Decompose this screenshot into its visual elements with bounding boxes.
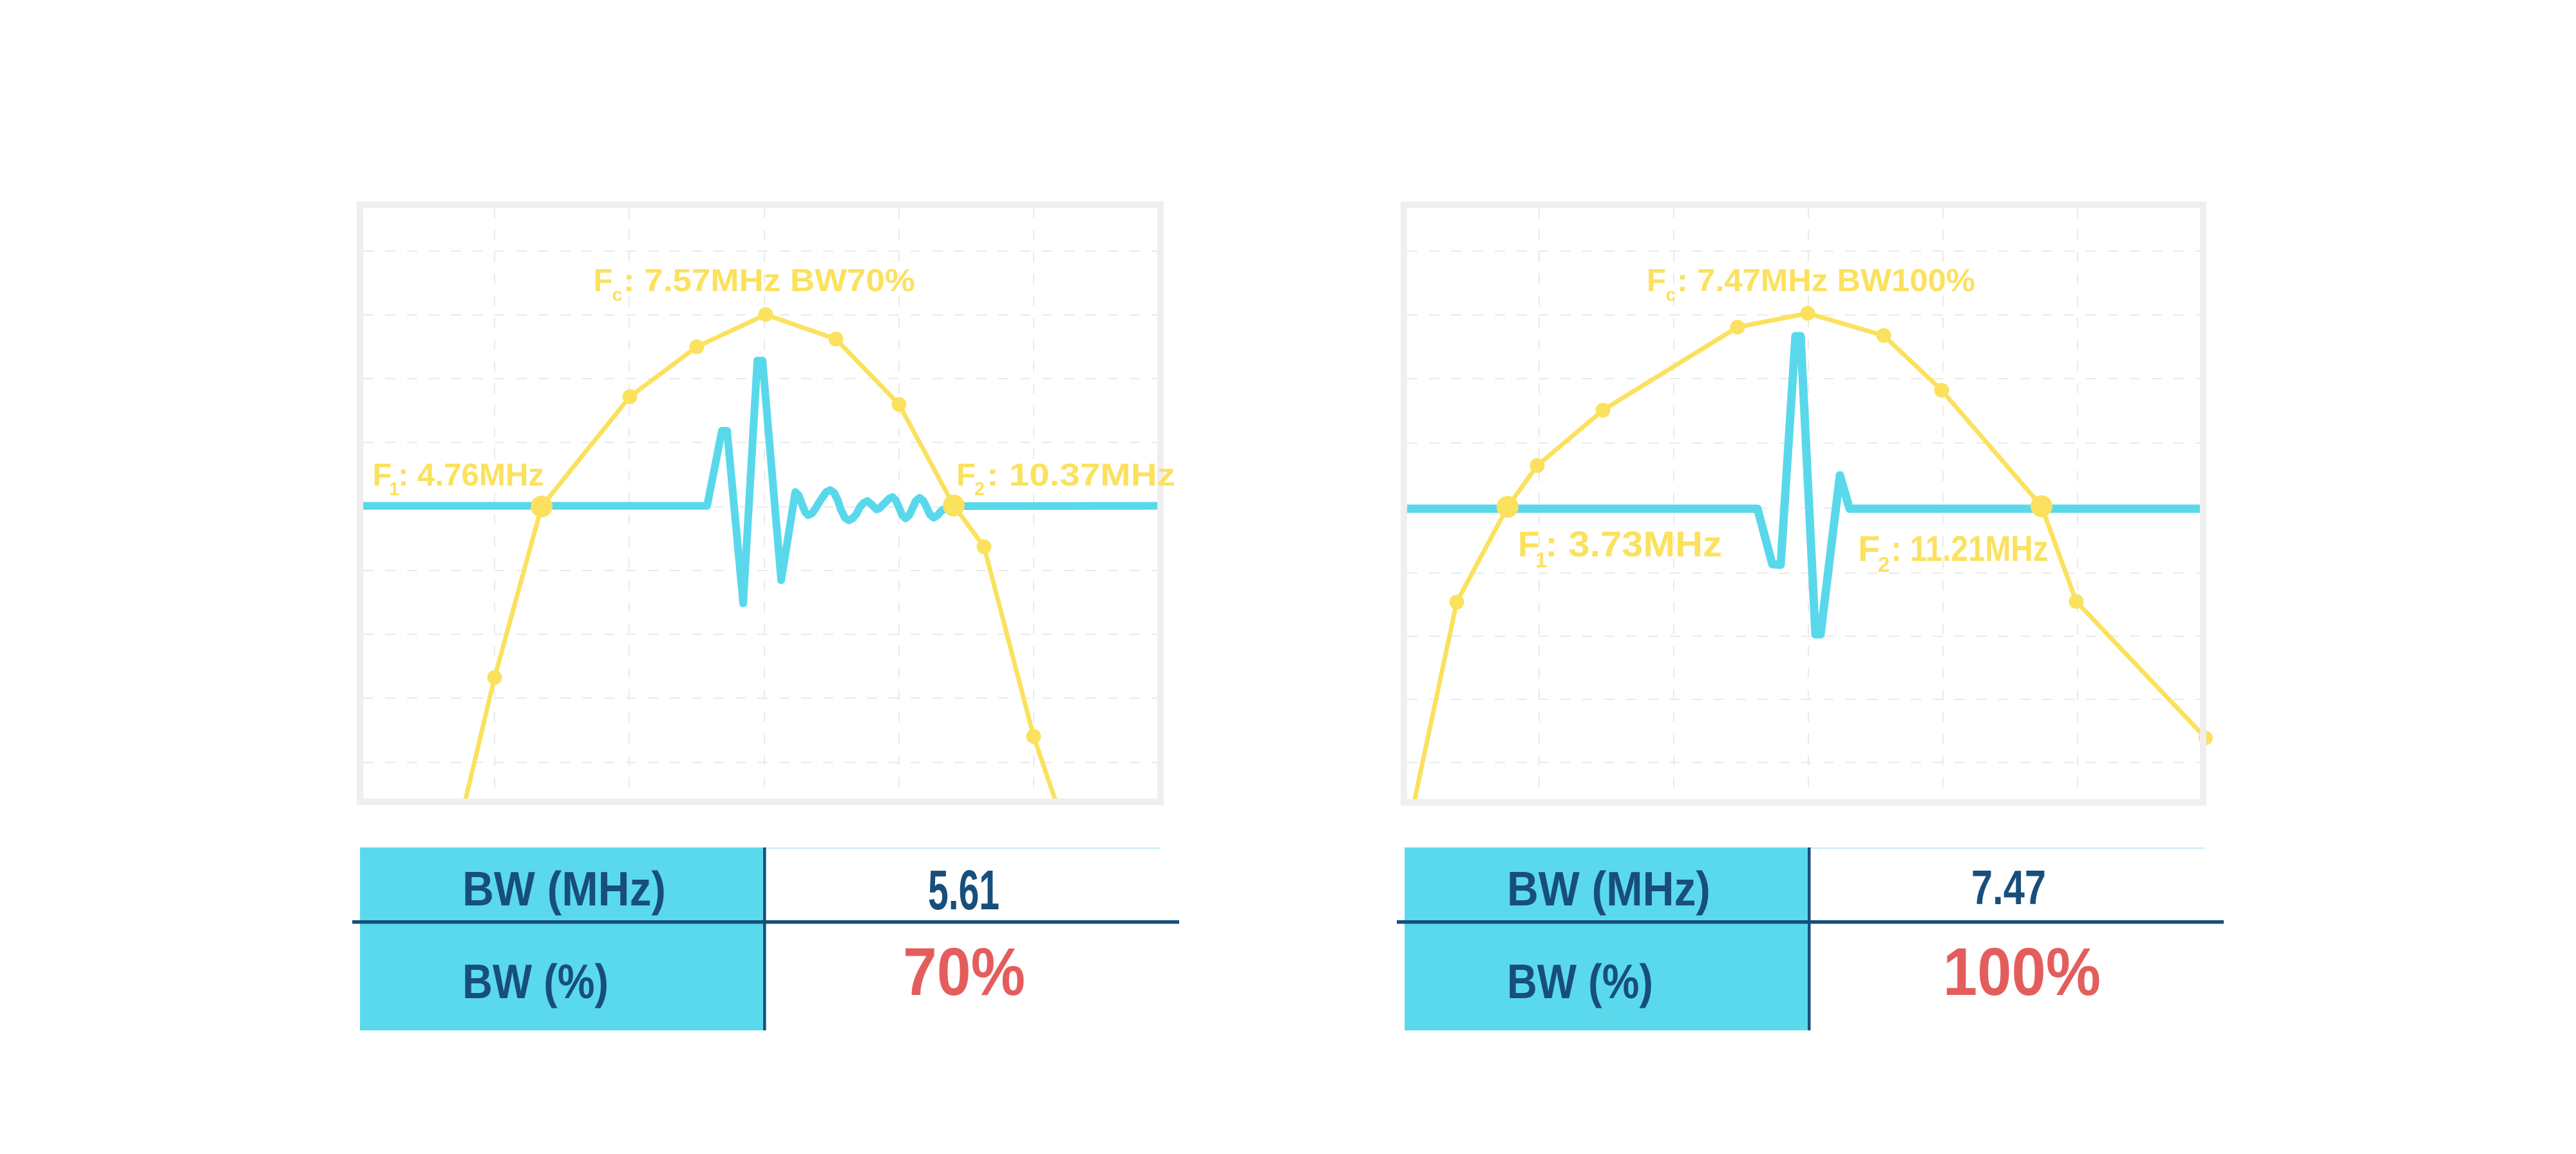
svg-text:BW (MHz): BW (MHz) (1507, 862, 1710, 916)
svg-text:F: F (1647, 263, 1666, 298)
svg-text:BW (MHz): BW (MHz) (462, 862, 666, 916)
svg-text:BW (%): BW (%) (1507, 955, 1653, 1009)
svg-text:c: c (1666, 285, 1676, 305)
svg-text:1: 1 (389, 479, 399, 500)
svg-text:70%: 70% (903, 934, 1025, 1010)
svg-text:1: 1 (1535, 548, 1547, 572)
svg-text:: 7.57MHz BW70%: : 7.57MHz BW70% (623, 263, 915, 298)
svg-text:: 7.47MHz BW100%: : 7.47MHz BW100% (1677, 263, 1975, 298)
svg-text:: 10.37MHz: : 10.37MHz (987, 458, 1175, 493)
svg-text:7.47: 7.47 (1971, 861, 2046, 915)
svg-text:F: F (593, 263, 612, 298)
svg-text:: 4.76MHz: : 4.76MHz (398, 458, 544, 493)
svg-text:F: F (1858, 528, 1880, 569)
svg-text:BW (%): BW (%) (462, 955, 609, 1009)
svg-text:F: F (1518, 524, 1540, 564)
svg-text:100%: 100% (1943, 934, 2101, 1010)
svg-text:2: 2 (974, 479, 985, 500)
svg-text:: 11.21MHz: : 11.21MHz (1891, 528, 2049, 569)
svg-text:c: c (612, 285, 623, 305)
svg-text:: 3.73MHz: : 3.73MHz (1545, 524, 1722, 564)
svg-text:5.61: 5.61 (928, 859, 999, 922)
svg-text:F: F (956, 458, 976, 493)
svg-text:F: F (373, 458, 392, 493)
svg-text:2: 2 (1878, 553, 1889, 576)
